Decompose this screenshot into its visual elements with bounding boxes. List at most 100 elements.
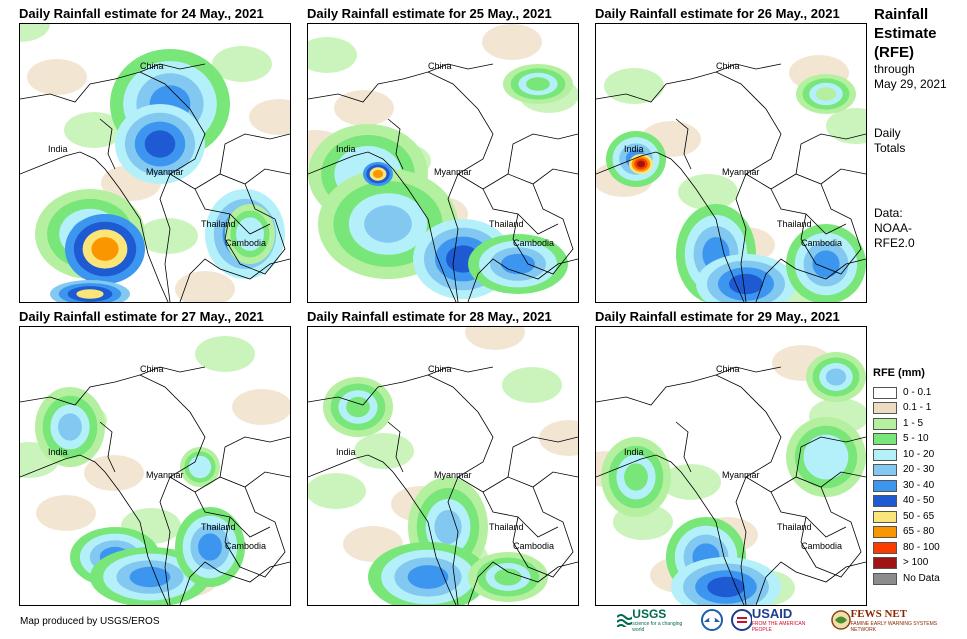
legend-swatch: [873, 464, 897, 477]
legend-item: > 100: [873, 556, 965, 572]
myanmar-label: Myanmar: [146, 470, 184, 480]
country-borders: [308, 63, 578, 302]
legend-label: 1 - 5: [903, 417, 924, 429]
rainfall-map: China India Myanmar Thailand Cambodia: [595, 326, 867, 606]
legend-label: 50 - 65: [903, 510, 935, 522]
cambodia-label: Cambodia: [513, 541, 555, 551]
rainfall-field: [596, 327, 866, 605]
legend-item: 50 - 65: [873, 509, 965, 525]
rainfall-area: [636, 160, 646, 168]
usgs-text: USGS: [632, 607, 667, 621]
legend-swatch: [873, 541, 897, 554]
india-label: India: [624, 447, 644, 457]
rainfall-map: China India Myanmar Thailand Cambodia: [19, 326, 291, 606]
legend-swatch: [873, 433, 897, 446]
rainfall-area: [144, 130, 176, 158]
rainfall-area: [707, 576, 745, 598]
china-label: China: [716, 364, 740, 374]
country-borders: [596, 366, 866, 605]
india-label: India: [336, 144, 356, 154]
rfe-legend: RFE (mm) 0 - 0.1 0.1 - 1 1 - 5 5 - 10 10 - 2…: [873, 366, 965, 587]
legend-label: 20 - 30: [903, 464, 935, 476]
rainfall-area: [526, 77, 550, 91]
fewsnet-globe-icon: [831, 610, 851, 630]
legend-item: 10 - 20: [873, 447, 965, 463]
thailand-label: Thailand: [777, 219, 812, 229]
rainfall-field: [20, 24, 290, 302]
coastline: [596, 151, 866, 302]
rainfall-area: [434, 510, 462, 544]
panel-title: Daily Rainfall estimate for 27 May., 202…: [19, 309, 264, 324]
china-label: China: [428, 364, 452, 374]
legend-label: > 100: [903, 557, 929, 569]
rainfall-area: [407, 565, 449, 589]
legend-swatch: [873, 510, 897, 523]
legend-item: 80 - 100: [873, 540, 965, 556]
data-line3: RFE2.0: [874, 236, 915, 250]
cambodia-label: Cambodia: [225, 238, 267, 248]
legend-label: 65 - 80: [903, 526, 935, 538]
india-label: India: [48, 144, 68, 154]
rainfall-field: [308, 24, 578, 302]
thailand-label: Thailand: [489, 219, 524, 229]
cambodia-label: Cambodia: [801, 541, 843, 551]
panel-title: Daily Rainfall estimate for 25 May., 202…: [307, 6, 552, 21]
india-label: India: [48, 447, 68, 457]
totals-line2: Totals: [874, 141, 906, 155]
legend-item: 40 - 50: [873, 494, 965, 510]
fewsnet-logo: FEWS NET FAMINE EARLY WARNING SYSTEMS NE…: [831, 607, 959, 633]
map-credit: Map produced by USGS/EROS: [20, 616, 160, 627]
rainfall-map: China India Myanmar Thailand Cambodia: [595, 23, 867, 303]
noaa-logo: [700, 609, 723, 631]
country-borders: [20, 63, 290, 302]
china-label: China: [140, 61, 164, 71]
panel-title: Daily Rainfall estimate for 28 May., 202…: [307, 309, 552, 324]
country-borders: [20, 366, 290, 605]
usgs-tagline: science for a changing world: [632, 621, 683, 633]
rainfall-area: [198, 533, 222, 561]
rainfall-field: [596, 24, 866, 302]
side-title-line3: (RFE): [874, 44, 914, 61]
rainfall-area: [193, 460, 207, 474]
usaid-logo: USAID FROM THE AMERICAN PEOPLE: [730, 607, 824, 633]
legend-swatch: [873, 495, 897, 508]
legend-swatch: [873, 526, 897, 539]
country-borders: [308, 366, 578, 605]
usaid-tagline: FROM THE AMERICAN PEOPLE: [751, 621, 806, 633]
thailand-label: Thailand: [201, 219, 236, 229]
legend-item: 20 - 30: [873, 463, 965, 479]
rainfall-field: [308, 327, 578, 605]
rainfall-map: China India Myanmar Thailand Cambodia: [19, 23, 291, 303]
rainfall-area: [815, 87, 837, 101]
coastline: [20, 454, 290, 605]
india-label: India: [624, 144, 644, 154]
legend-label: 80 - 100: [903, 541, 940, 553]
rainfall-area: [58, 413, 82, 441]
myanmar-label: Myanmar: [722, 167, 760, 177]
through-label: through: [874, 62, 915, 76]
rainfall-area: [729, 273, 763, 295]
legend-item: 0.1 - 1: [873, 401, 965, 417]
china-label: China: [716, 61, 740, 71]
rainfall-area: [501, 253, 535, 275]
coastline: [20, 151, 290, 302]
side-title-line1: Rainfall: [874, 6, 929, 23]
legend-swatch: [873, 417, 897, 430]
usgs-logo: USGS science for a changing world: [617, 607, 693, 633]
legend-label: 0 - 0.1: [903, 386, 932, 398]
cambodia-label: Cambodia: [801, 238, 843, 248]
data-line1: Data:: [874, 206, 903, 220]
rainfall-area: [494, 568, 522, 586]
panel-title: Daily Rainfall estimate for 24 May., 202…: [19, 6, 264, 21]
thailand-label: Thailand: [201, 522, 236, 532]
myanmar-label: Myanmar: [434, 470, 472, 480]
rainfall-map: China India Myanmar Thailand Cambodia: [307, 23, 579, 303]
legend-item: 0 - 0.1: [873, 385, 965, 401]
rainfall-area: [372, 169, 384, 179]
rainfall-field: [20, 327, 290, 605]
rainfall-area: [91, 237, 119, 261]
panel-title: Daily Rainfall estimate for 26 May., 202…: [595, 6, 840, 21]
panel-title: Daily Rainfall estimate for 29 May., 202…: [595, 309, 840, 324]
fewsnet-text: FEWS NET: [850, 608, 908, 620]
legend-swatch: [873, 448, 897, 461]
